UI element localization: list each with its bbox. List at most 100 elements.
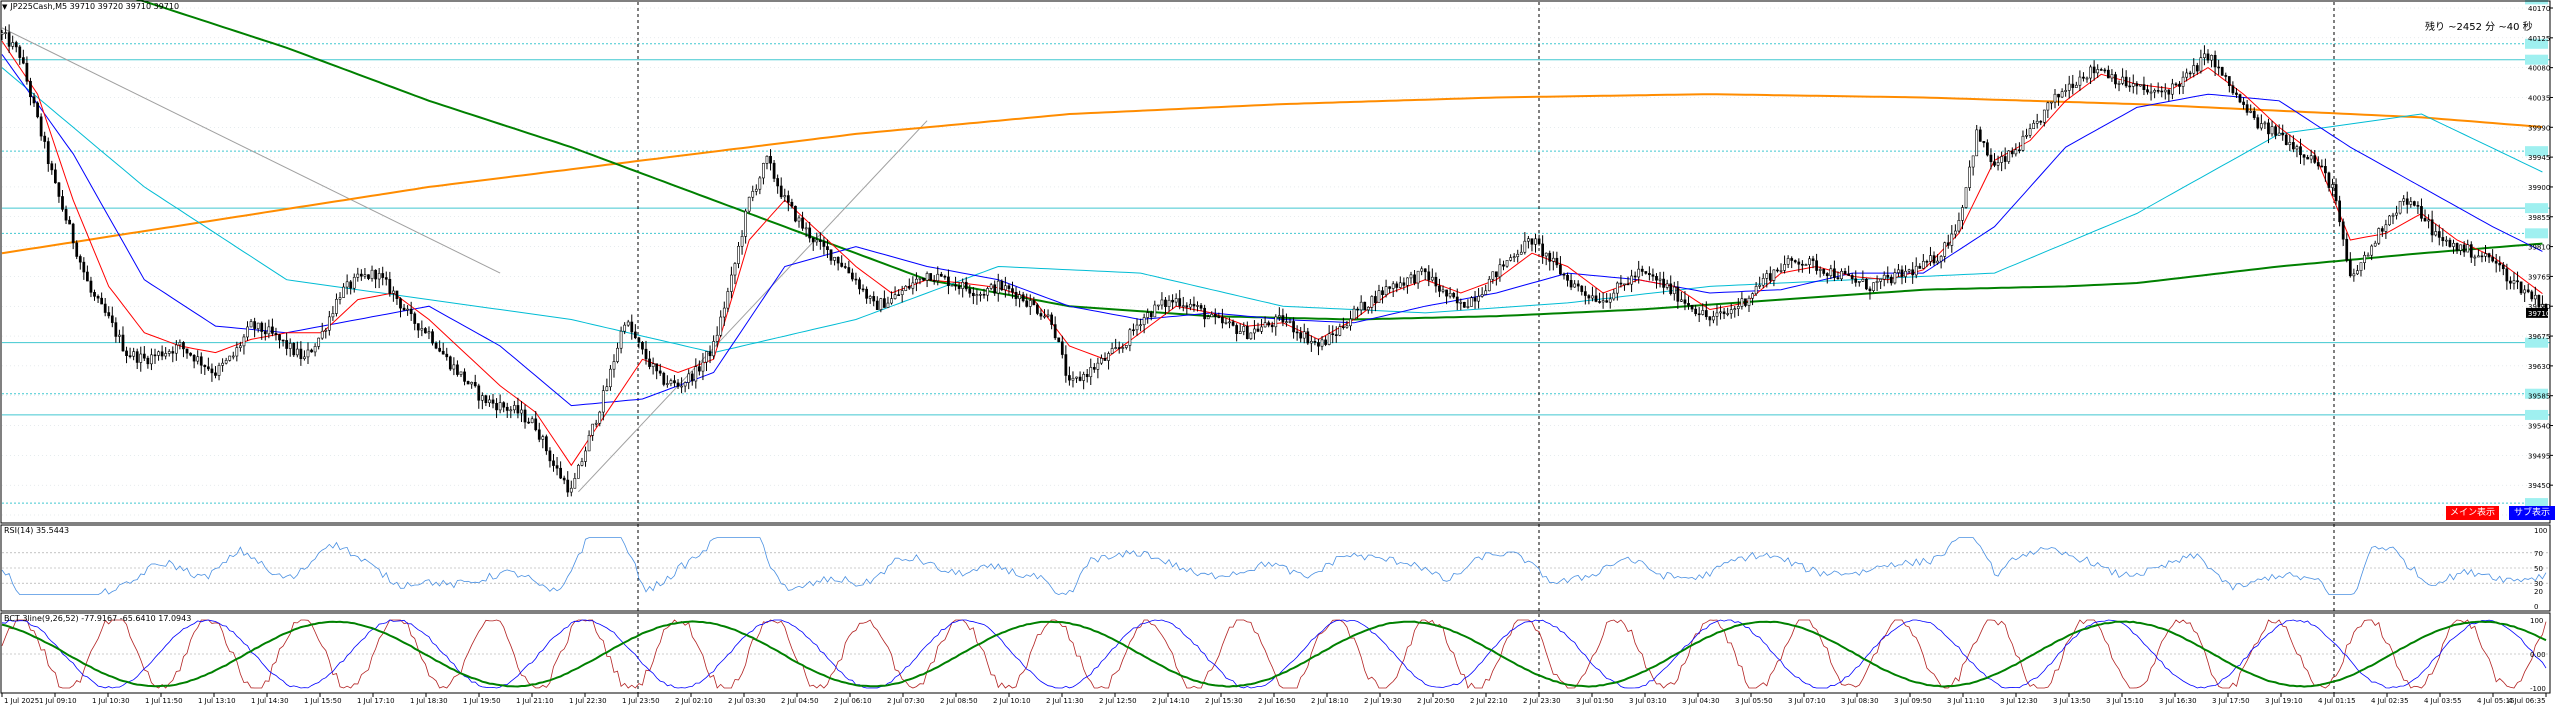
- candle-body: [1744, 298, 1747, 306]
- candle-body: [1519, 251, 1523, 255]
- candle-body: [1729, 309, 1733, 314]
- candle-body: [2039, 120, 2043, 123]
- candle-body: [349, 281, 353, 289]
- candle-body: [562, 477, 566, 481]
- candle-body: [2217, 66, 2221, 69]
- current-price-label: 39710: [2528, 310, 2550, 318]
- candle-body: [107, 312, 111, 317]
- candle-body: [1096, 362, 1100, 370]
- candle-body: [722, 307, 726, 318]
- candle-body: [2171, 83, 2174, 95]
- candle-body: [1523, 240, 1527, 253]
- candle-body: [1053, 324, 1057, 339]
- horizontal-levels[interactable]: [2, 0, 2550, 509]
- candle-body: [1455, 296, 1459, 304]
- candle-body: [2231, 85, 2235, 94]
- candle-body: [1057, 337, 1061, 343]
- candle-body: [1512, 256, 1516, 258]
- candle-body: [420, 328, 424, 331]
- candle-body: [260, 322, 264, 332]
- candle-body: [605, 386, 609, 391]
- candle-body: [331, 313, 335, 318]
- collapse-triangle-icon[interactable]: ▼: [2, 3, 8, 11]
- candle-body: [1149, 312, 1153, 318]
- candle-body: [2050, 101, 2053, 104]
- candle-body: [1317, 342, 1320, 347]
- stoch-red-line: [1, 619, 2547, 689]
- candle-body: [1594, 295, 1598, 302]
- candle-body: [754, 188, 758, 192]
- candle-body: [1747, 297, 1751, 306]
- candle-body: [658, 370, 662, 374]
- candle-body: [904, 285, 908, 291]
- level-price-tag: [2525, 146, 2548, 157]
- candle-body: [224, 360, 228, 364]
- candle-body: [356, 273, 360, 278]
- candle-body: [1459, 301, 1463, 304]
- candle-body: [1043, 315, 1046, 318]
- candle-body: [765, 155, 769, 164]
- candle-body: [790, 201, 794, 207]
- candle-body: [1633, 275, 1637, 278]
- candle-body: [1690, 304, 1694, 310]
- main-display-button[interactable]: メイン表示: [2446, 506, 2499, 520]
- candle-body: [559, 467, 562, 479]
- candle-body: [637, 337, 641, 343]
- time-label: 2 Jul 16:50: [1258, 697, 1296, 705]
- sub-display-button[interactable]: サブ表示: [2509, 506, 2555, 520]
- price-tick-label: 40035: [2528, 94, 2550, 102]
- candle-body: [2412, 201, 2416, 206]
- time-label: 3 Jul 11:10: [1947, 697, 1985, 705]
- candle-body: [1861, 278, 1865, 282]
- candle-body: [135, 351, 139, 363]
- candle-body: [1694, 308, 1697, 315]
- candle-body: [1925, 260, 1929, 263]
- candle-body: [2313, 155, 2317, 163]
- time-label: 1 Jul 10:30: [92, 697, 130, 705]
- candle-body: [292, 342, 296, 356]
- candle-body: [434, 342, 438, 349]
- candle-body: [1021, 294, 1025, 302]
- time-label: 1 Jul 2025: [4, 697, 39, 705]
- candle-body: [1413, 274, 1416, 284]
- candle-body: [1288, 321, 1292, 323]
- candle-body: [43, 135, 47, 142]
- price-tick-label: 39990: [2528, 124, 2550, 132]
- candle-body: [1608, 298, 1612, 303]
- candle-body: [1509, 257, 1512, 261]
- candle-body: [1801, 263, 1804, 266]
- candle-body: [1103, 357, 1107, 361]
- candle-body: [427, 331, 431, 334]
- candle-body: [86, 271, 89, 282]
- candle-body: [2338, 200, 2342, 223]
- candle-body: [1815, 260, 1818, 271]
- candle-body: [708, 351, 712, 357]
- candle-body: [858, 279, 861, 290]
- candle-body: [680, 385, 683, 388]
- day-separators: [637, 2, 2335, 693]
- symbol-line: JP225Cash,M5 39710 39720 39710 39710: [10, 2, 180, 11]
- candle-body: [2067, 83, 2071, 91]
- candle-body: [651, 363, 655, 367]
- candle-body: [1320, 339, 1324, 347]
- candle-body: [2288, 142, 2292, 145]
- candle-body: [174, 344, 178, 354]
- candle-body: [1569, 280, 1573, 288]
- candle-body: [1544, 252, 1548, 257]
- candle-body: [1516, 253, 1520, 257]
- candle-body: [2409, 201, 2413, 205]
- candle-body: [1623, 283, 1626, 286]
- candle-body: [1978, 129, 1982, 142]
- candle-body: [1736, 306, 1740, 309]
- candle-body: [196, 356, 200, 362]
- candle-body: [199, 356, 203, 366]
- candle-body: [1309, 341, 1313, 344]
- candle-body: [986, 288, 989, 296]
- candle-body: [2437, 231, 2441, 238]
- candle-body: [1032, 300, 1036, 306]
- candle-body: [2142, 84, 2146, 90]
- candle-body: [2356, 270, 2359, 275]
